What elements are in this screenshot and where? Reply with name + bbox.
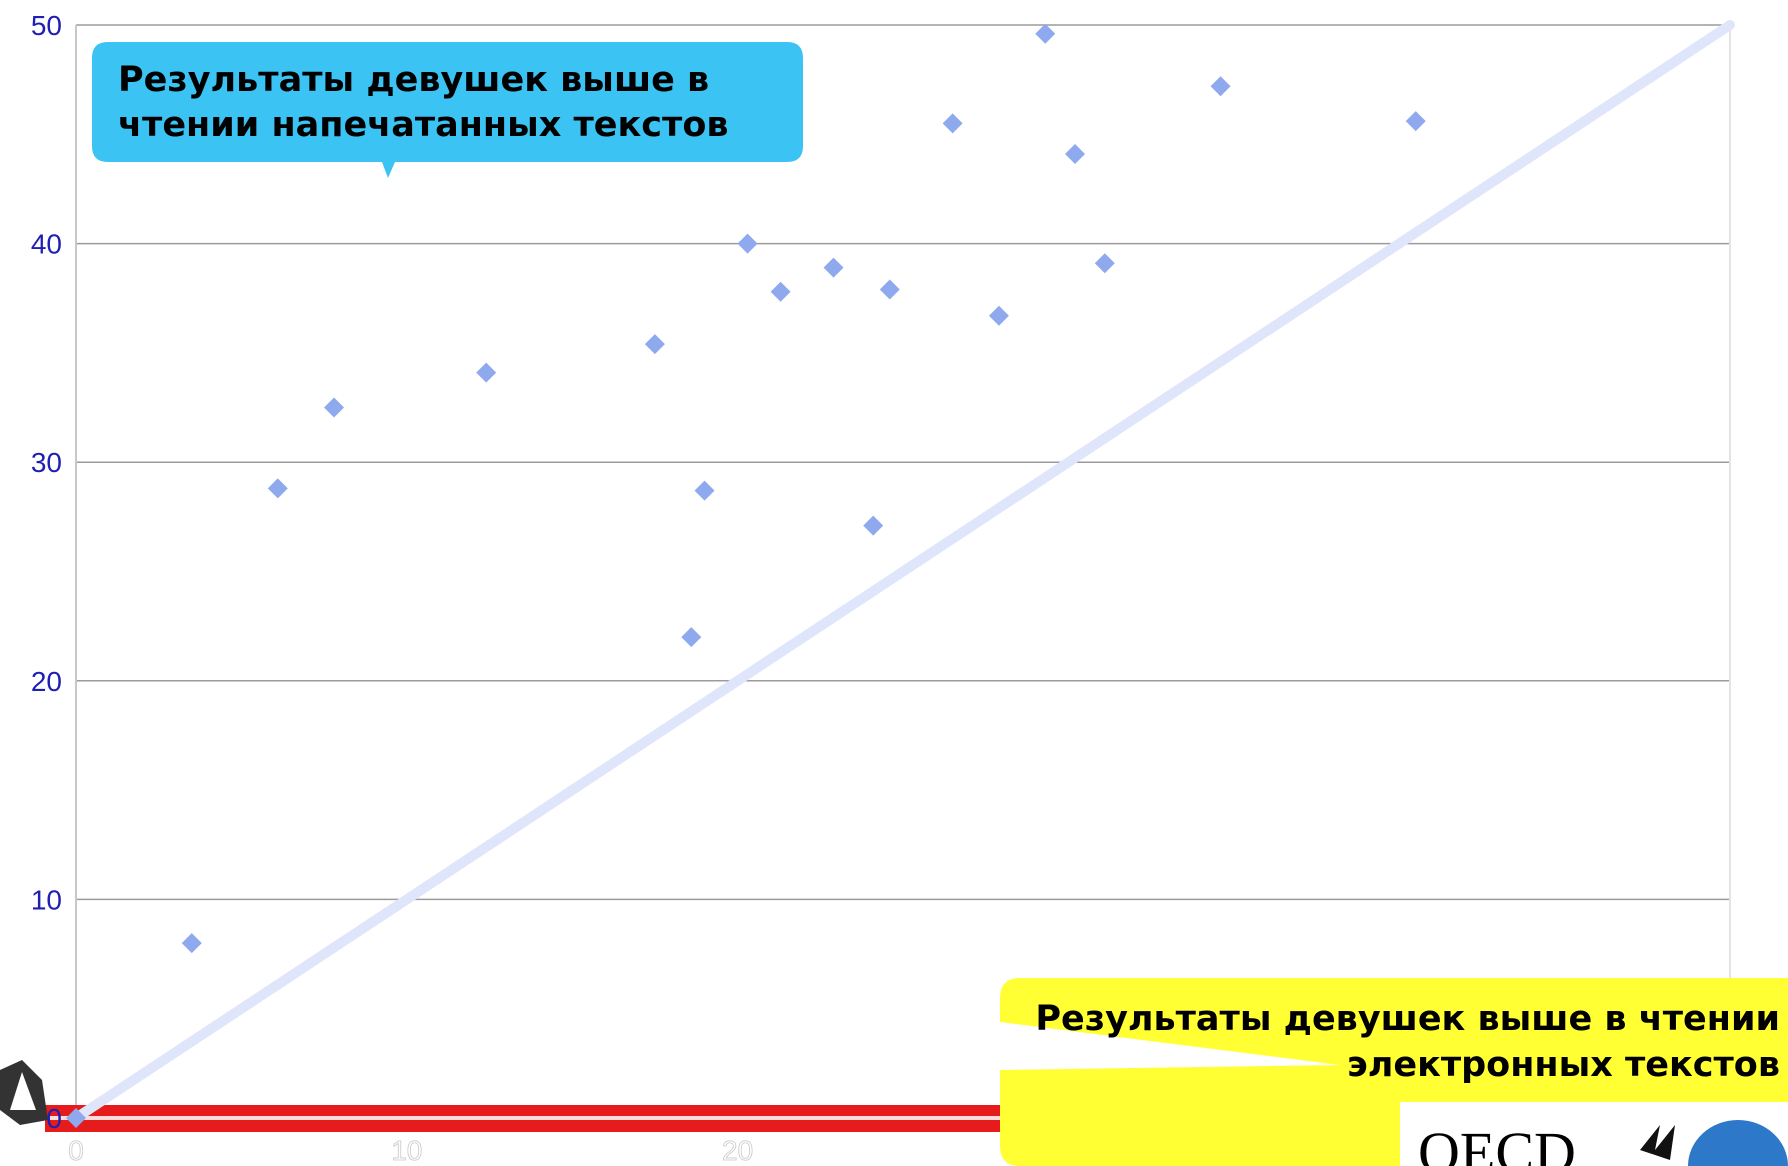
data-point — [324, 397, 345, 418]
gridlines — [76, 24, 1730, 901]
y-tick-label: 0 — [46, 1103, 62, 1134]
data-points — [66, 23, 1426, 1128]
data-point — [66, 1108, 86, 1128]
data-point — [267, 478, 288, 499]
data-point — [737, 233, 758, 254]
callout-electronic-line1: Результаты девушек выше в чтении — [1035, 999, 1780, 1039]
y-tick-label: 40 — [31, 229, 62, 260]
oecd-logo-text: OECD — [1418, 1120, 1576, 1166]
data-point — [823, 257, 844, 278]
data-point — [770, 281, 791, 302]
callout-printed-texts: Результаты девушек выше в чтении напечат… — [92, 42, 803, 178]
y-tick-labels: 0 10 20 30 40 50 — [31, 10, 62, 1134]
y-tick-label: 50 — [31, 10, 62, 41]
data-point — [1210, 76, 1231, 97]
oecd-logo-mark — [1640, 1125, 1675, 1160]
x-tick-label: 20 — [722, 1135, 753, 1166]
oecd-logo: OECD — [1400, 1102, 1788, 1166]
x-tick-label: 10 — [391, 1135, 422, 1166]
data-point — [681, 627, 702, 648]
callout-printed-bubble — [92, 42, 803, 178]
data-point — [1035, 23, 1056, 44]
y-tick-label: 30 — [31, 447, 62, 478]
x-tick-label: 0 — [68, 1135, 84, 1166]
data-point — [1405, 111, 1426, 132]
data-point — [988, 305, 1009, 326]
data-point — [1094, 253, 1115, 274]
data-point — [863, 515, 884, 536]
data-point — [644, 334, 665, 355]
y-tick-label: 20 — [31, 666, 62, 697]
data-point — [1065, 143, 1086, 164]
data-point — [476, 362, 497, 383]
callout-printed-line2: чтении напечатанных текстов — [118, 105, 729, 145]
callout-printed-line1: Результаты девушек выше в — [118, 60, 709, 100]
data-point — [181, 933, 202, 954]
data-point — [694, 480, 715, 501]
y-tick-label: 10 — [31, 884, 62, 915]
corner-emblem — [0, 1060, 48, 1125]
reference-line — [71, 20, 1735, 1123]
data-point — [942, 113, 963, 134]
oecd-logo-globe — [1688, 1120, 1788, 1166]
callout-electronic-line2: электронных текстов — [1347, 1045, 1780, 1085]
data-point — [879, 279, 900, 300]
